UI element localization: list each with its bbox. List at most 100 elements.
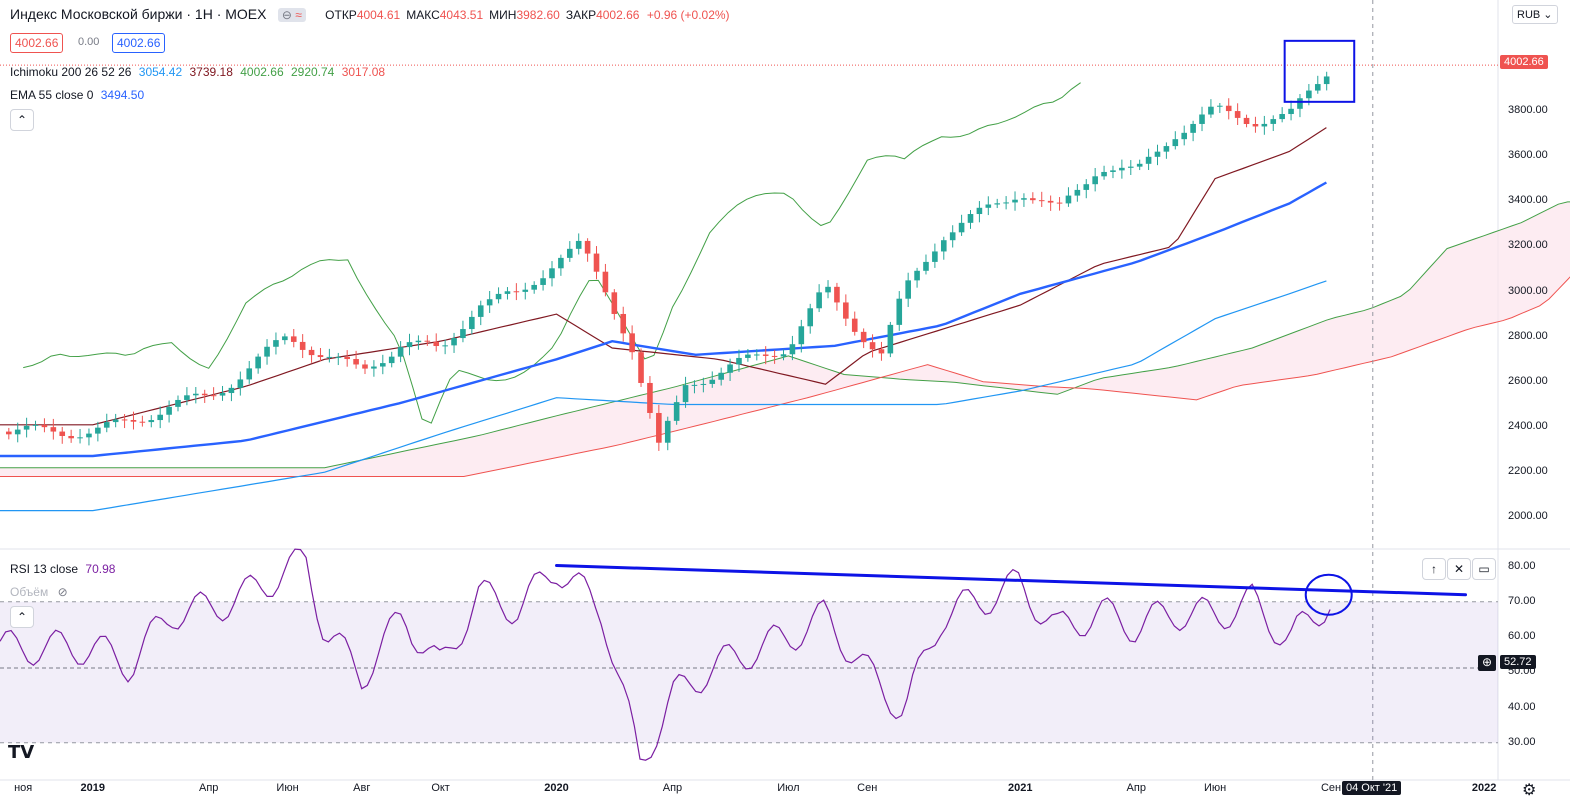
candle [1021,198,1027,200]
candle [1190,123,1196,133]
candle [994,203,1001,205]
candle [23,425,30,430]
candle [6,431,12,435]
crosshair-rsi-tag: 52.72 [1500,655,1536,669]
rsi-axis-label: 80.00 [1508,559,1536,572]
candle [985,204,992,208]
candle [210,395,217,397]
candle [103,422,110,428]
ema-legend[interactable]: EMA 55 close 0 3494.50 [10,88,144,102]
candle [736,357,742,365]
time-axis-label: 2020 [544,782,569,794]
candle [878,349,885,354]
ohlc-key: МИН [489,8,517,22]
candle [531,284,537,290]
candle [1261,123,1268,127]
price-axis-label: 3000.00 [1508,284,1548,297]
maximize-pane-button[interactable]: ▭ [1472,558,1496,580]
ohlc-key: ЗАКР [565,8,597,22]
candle [967,214,974,223]
candle [273,340,279,347]
price-axis-label: 3800.00 [1508,103,1548,116]
time-axis-label: 2022 [1471,782,1497,794]
eye-crossed-icon[interactable]: ⊘ [57,585,68,599]
spread-value: 0.00 [78,36,100,48]
plus-icon[interactable]: ⊕ [1478,655,1496,671]
price-change: +0.96 (+0.02%) [646,8,730,22]
tradingview-logo-icon[interactable]: 𝗧𝗩 [8,742,35,762]
candle [1270,119,1277,124]
candle [335,356,342,358]
candle [1225,105,1232,112]
candle [1127,166,1134,168]
candle [923,261,929,271]
symbol-title[interactable]: Индекс Московской биржи · 1Н · MOEX [10,6,267,22]
candle [1012,199,1018,203]
candle [976,207,983,215]
candle [1154,151,1161,157]
collapse-legend-button[interactable]: ⌃ [10,109,34,131]
candle [549,268,555,279]
buy-button[interactable]: 4002.66 [112,33,166,53]
candle [958,222,965,233]
candle [558,257,564,269]
time-axis-label: Июн [1203,782,1227,794]
candle [798,326,805,345]
candle [905,280,911,299]
candle [50,427,57,432]
rsi-legend[interactable]: RSI 13 close 70.98 [10,562,115,576]
candle [1306,90,1312,99]
candle [816,292,822,309]
sell-button[interactable]: 4002.66 [10,33,64,53]
ichimoku-base-line [0,127,1327,426]
volume-legend[interactable]: Объём ⊘ [10,585,68,599]
candle [851,318,858,332]
candle [762,354,769,356]
candle [406,342,413,348]
candle [566,248,573,258]
candle [620,313,627,334]
crosshair-date-tag: 04 Окт '21 [1342,781,1402,795]
candle [86,433,92,438]
candle [673,402,680,421]
price-axis-label: 2600.00 [1508,374,1548,387]
candle [1074,189,1081,196]
close-pane-button[interactable]: ✕ [1447,558,1471,580]
price-axis-label: 3400.00 [1508,194,1548,207]
candle [522,289,529,292]
currency-selector[interactable]: RUB ⌄ [1512,5,1558,24]
rsi-band [0,601,1498,743]
candle [1038,200,1045,202]
gear-icon[interactable]: ⚙ [1522,782,1537,799]
circle-annotation [1304,573,1353,616]
ema-line [0,181,1327,458]
candle [709,379,716,384]
ichimoku-conversion-value: 3054.42 [138,65,183,79]
ichimoku-conversion-line [0,280,1327,512]
candle [807,308,814,327]
compare-icon[interactable]: ⊖ ≈ [277,8,306,22]
candle [469,316,475,330]
price-axis-label: 2800.00 [1508,329,1548,342]
time-axis-label: Сен [1320,782,1342,794]
candle [237,379,244,388]
candle [193,393,199,396]
candle [388,356,395,364]
candle [611,292,618,314]
ema-value: 3494.50 [100,88,145,102]
candle [201,393,208,396]
candle [1297,98,1303,109]
candle [1234,111,1241,118]
candle [629,333,635,353]
candle [121,419,128,421]
candle [656,412,662,443]
collapse-rsi-legend-button[interactable]: ⌃ [10,606,34,628]
move-pane-up-button[interactable]: ↑ [1422,558,1446,580]
candle [1217,105,1223,107]
candle [32,424,39,426]
price-axis-label: 2200.00 [1508,465,1548,478]
candle [157,414,163,421]
price-axis-label: 2400.00 [1508,420,1548,433]
ichimoku-legend[interactable]: Ichimoku 200 26 52 26 3054.42 3739.18 40… [10,65,385,79]
